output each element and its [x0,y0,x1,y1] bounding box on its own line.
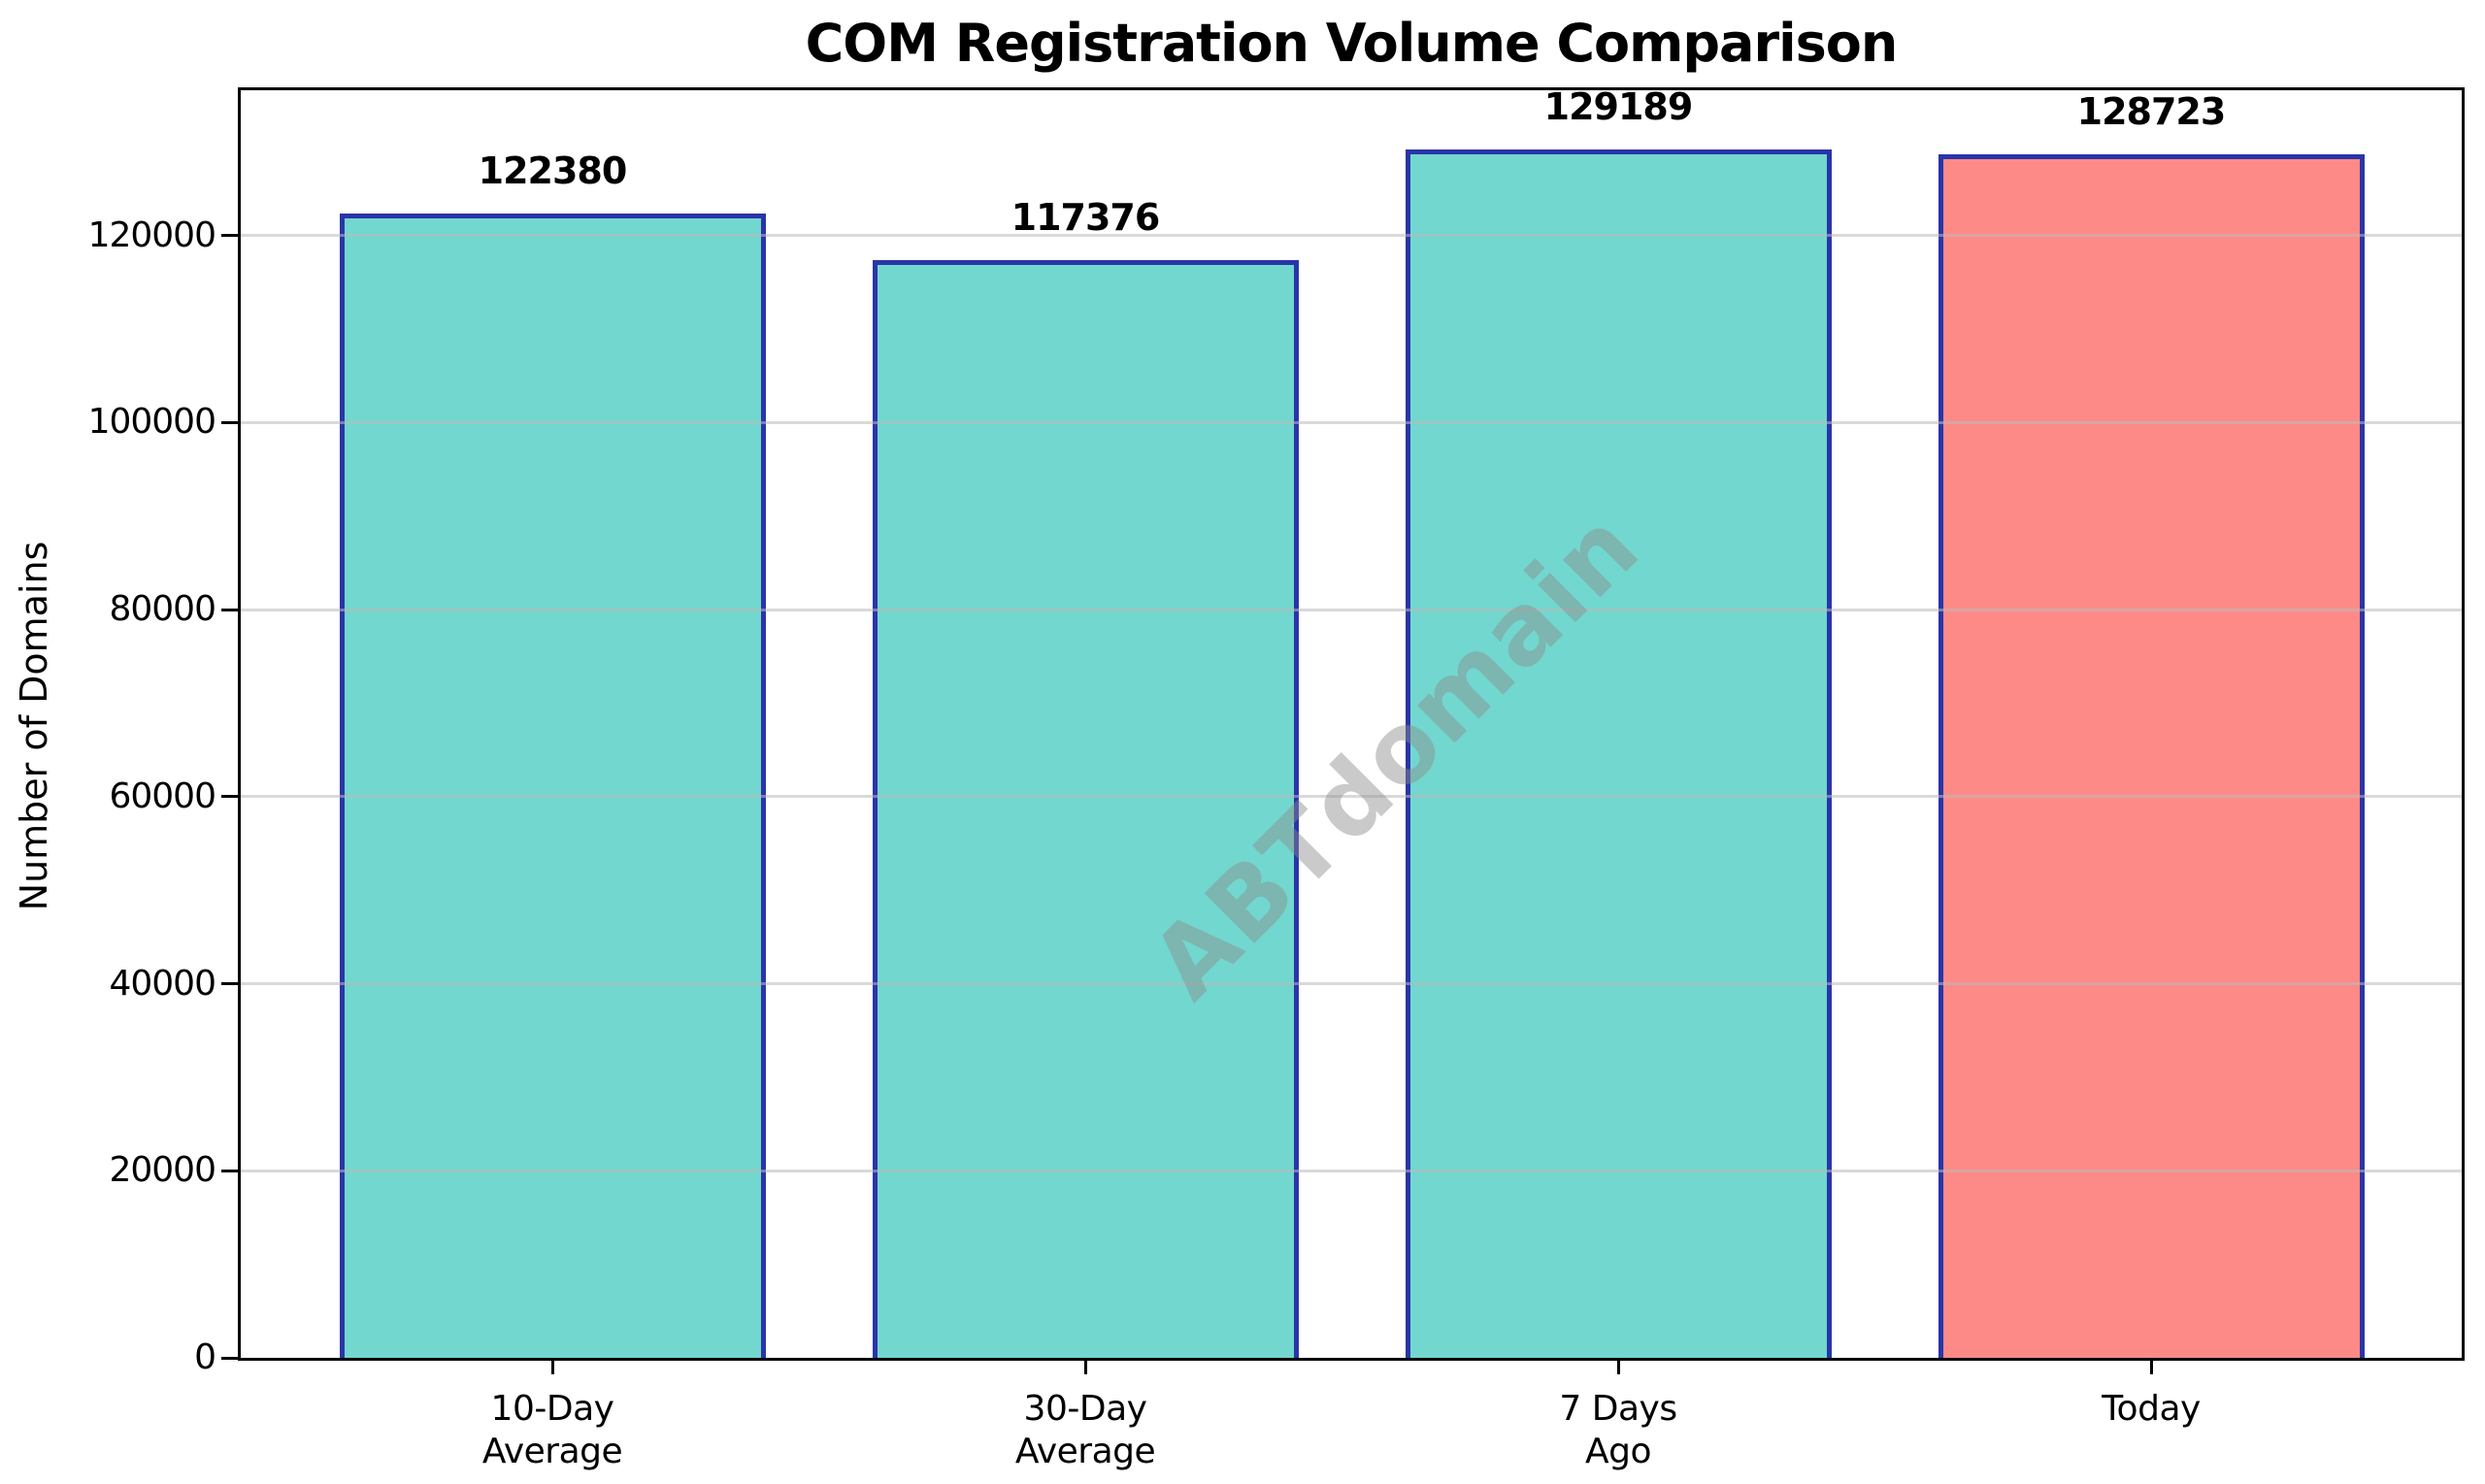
y-tick-mark [221,420,238,424]
y-tick-label: 0 [194,1337,216,1377]
x-tick-label-10-day-average: 10-Day Average [481,1389,623,1471]
bar-10-day-average [339,214,766,1358]
y-tick-mark [221,1169,238,1172]
x-tick-mark [1083,1361,1087,1374]
y-tick-mark [221,234,238,238]
y-tick-mark [221,608,238,611]
bar-30-day-average [872,260,1299,1358]
x-tick-mark [550,1361,554,1374]
bar-value-label: 117376 [1011,196,1161,239]
y-tick-mark [221,1356,238,1360]
gridline [241,1169,2462,1172]
y-tick-label: 120000 [87,214,216,255]
y-tick-label: 100000 [87,402,216,443]
x-tick-label-today: Today [2102,1389,2201,1429]
gridline [241,982,2462,986]
y-tick-label: 80000 [109,589,216,630]
plot-area: ABTdomain 122380 117376 129189 128723 [238,85,2465,1361]
bar-value-label: 128723 [2076,90,2227,133]
bar-value-label: 129189 [1543,85,1694,128]
chart-title: COM Registration Volume Comparison [805,13,1899,74]
x-tick-label-7-days-ago: 7 Days Ago [1559,1389,1677,1471]
y-tick-mark [221,982,238,986]
gridline [241,420,2462,424]
y-tick-label: 40000 [109,963,216,1004]
gridline [241,795,2462,799]
y-axis-label: Number of Domains [13,541,55,911]
bar-7-days-ago [1405,149,1832,1358]
y-tick-label: 60000 [109,775,216,816]
x-tick-mark [1616,1361,1620,1374]
y-tick-mark [221,795,238,799]
x-tick-mark [2149,1361,2153,1374]
bar-today [1938,154,2365,1358]
gridline [241,608,2462,611]
x-tick-label-30-day-average: 30-Day Average [1014,1389,1156,1471]
y-tick-label: 20000 [109,1150,216,1191]
gridline [241,234,2462,238]
bar-value-label: 122380 [478,149,628,192]
